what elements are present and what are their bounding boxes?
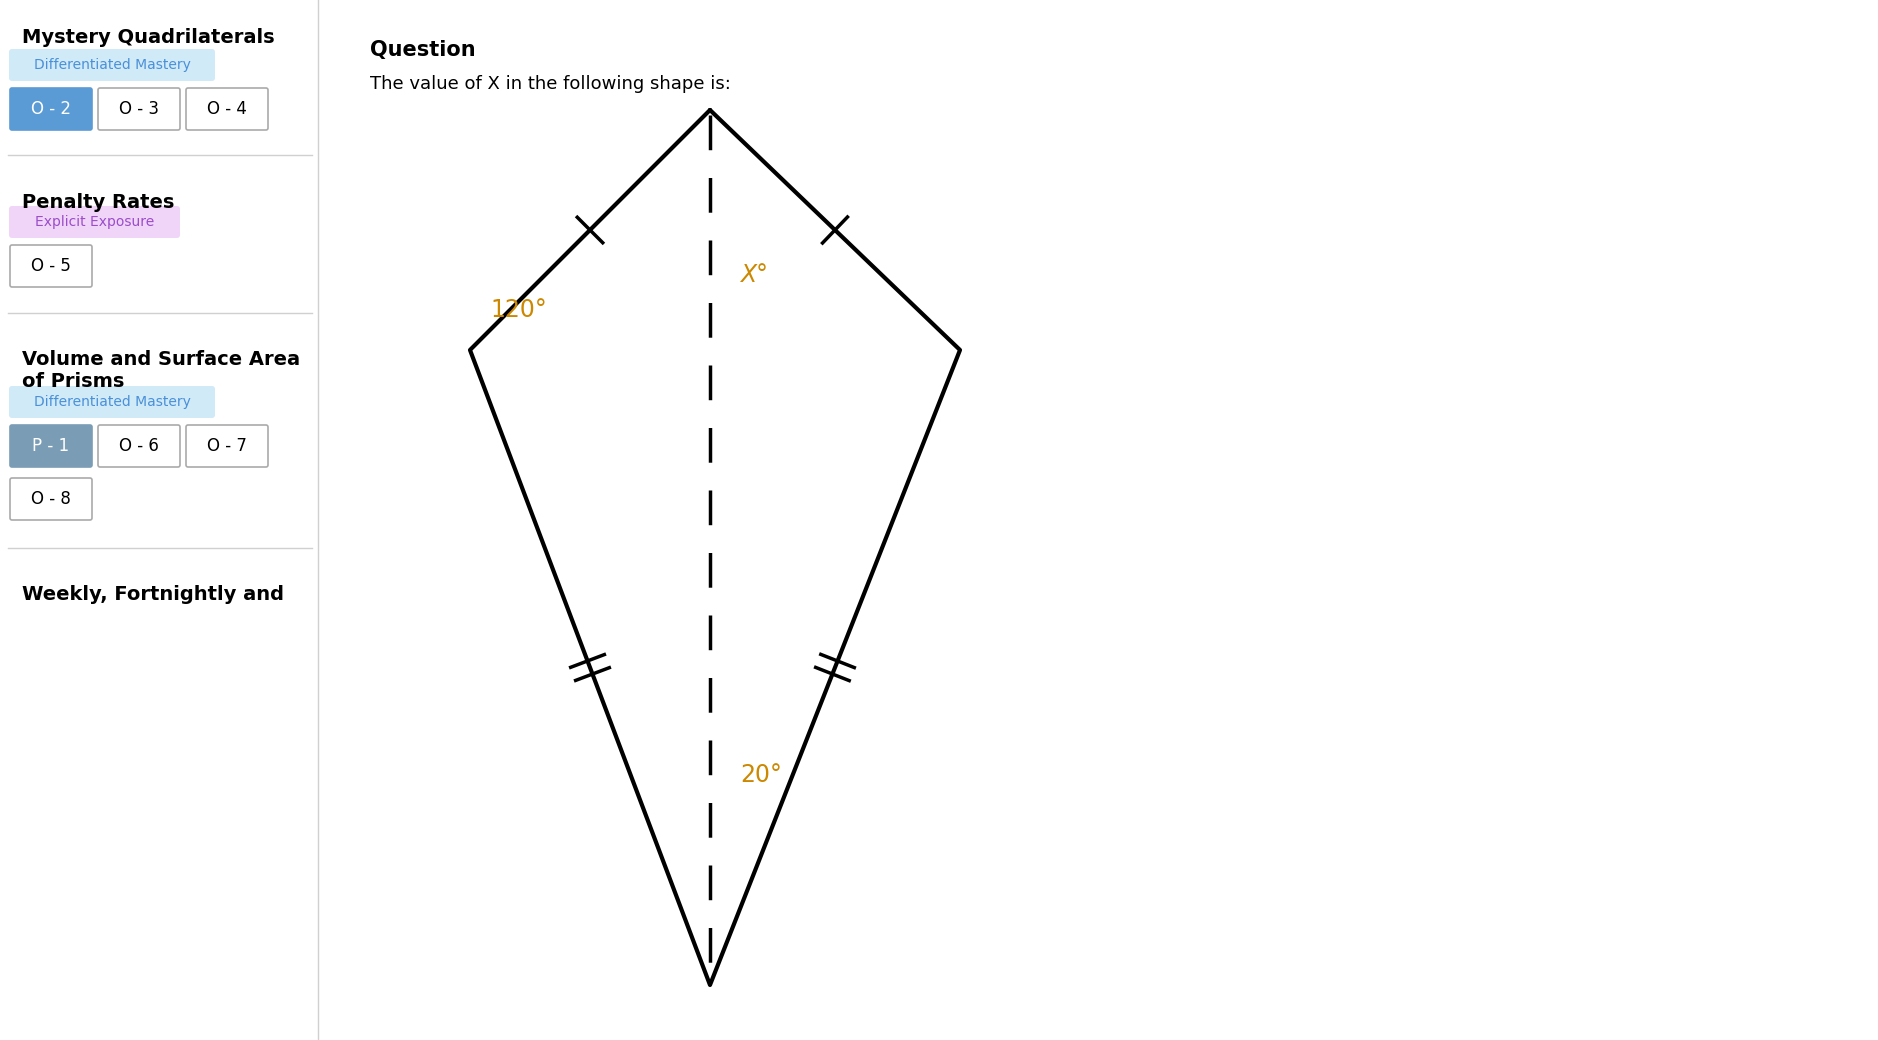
- FancyBboxPatch shape: [9, 425, 92, 467]
- Text: Weekly, Fortnightly and: Weekly, Fortnightly and: [23, 584, 284, 604]
- Text: X°: X°: [740, 263, 768, 287]
- Text: O - 2: O - 2: [32, 100, 71, 118]
- Text: Question: Question: [370, 40, 475, 60]
- FancyBboxPatch shape: [9, 49, 214, 81]
- Text: 20°: 20°: [740, 763, 781, 787]
- Text: of Prisms: of Prisms: [23, 372, 124, 391]
- Text: O - 7: O - 7: [207, 437, 246, 456]
- Text: O - 3: O - 3: [118, 100, 160, 118]
- Text: O - 5: O - 5: [32, 257, 71, 275]
- FancyBboxPatch shape: [186, 88, 269, 130]
- FancyBboxPatch shape: [98, 88, 180, 130]
- Text: Mystery Quadrilaterals: Mystery Quadrilaterals: [23, 28, 274, 47]
- Text: 120°: 120°: [490, 298, 546, 322]
- FancyBboxPatch shape: [9, 245, 92, 287]
- Text: O - 8: O - 8: [32, 490, 71, 508]
- FancyBboxPatch shape: [9, 386, 214, 418]
- FancyBboxPatch shape: [9, 478, 92, 520]
- Text: The value of X in the following shape is:: The value of X in the following shape is…: [370, 75, 731, 93]
- Text: Differentiated Mastery: Differentiated Mastery: [34, 58, 190, 72]
- Text: O - 4: O - 4: [207, 100, 246, 118]
- FancyBboxPatch shape: [9, 88, 92, 130]
- Text: P - 1: P - 1: [32, 437, 69, 456]
- Text: O - 6: O - 6: [118, 437, 160, 456]
- FancyBboxPatch shape: [186, 425, 269, 467]
- Text: Explicit Exposure: Explicit Exposure: [36, 215, 154, 229]
- Text: Volume and Surface Area: Volume and Surface Area: [23, 350, 300, 369]
- FancyBboxPatch shape: [98, 425, 180, 467]
- FancyBboxPatch shape: [9, 206, 180, 238]
- Text: Penalty Rates: Penalty Rates: [23, 193, 175, 212]
- Text: Differentiated Mastery: Differentiated Mastery: [34, 395, 190, 409]
